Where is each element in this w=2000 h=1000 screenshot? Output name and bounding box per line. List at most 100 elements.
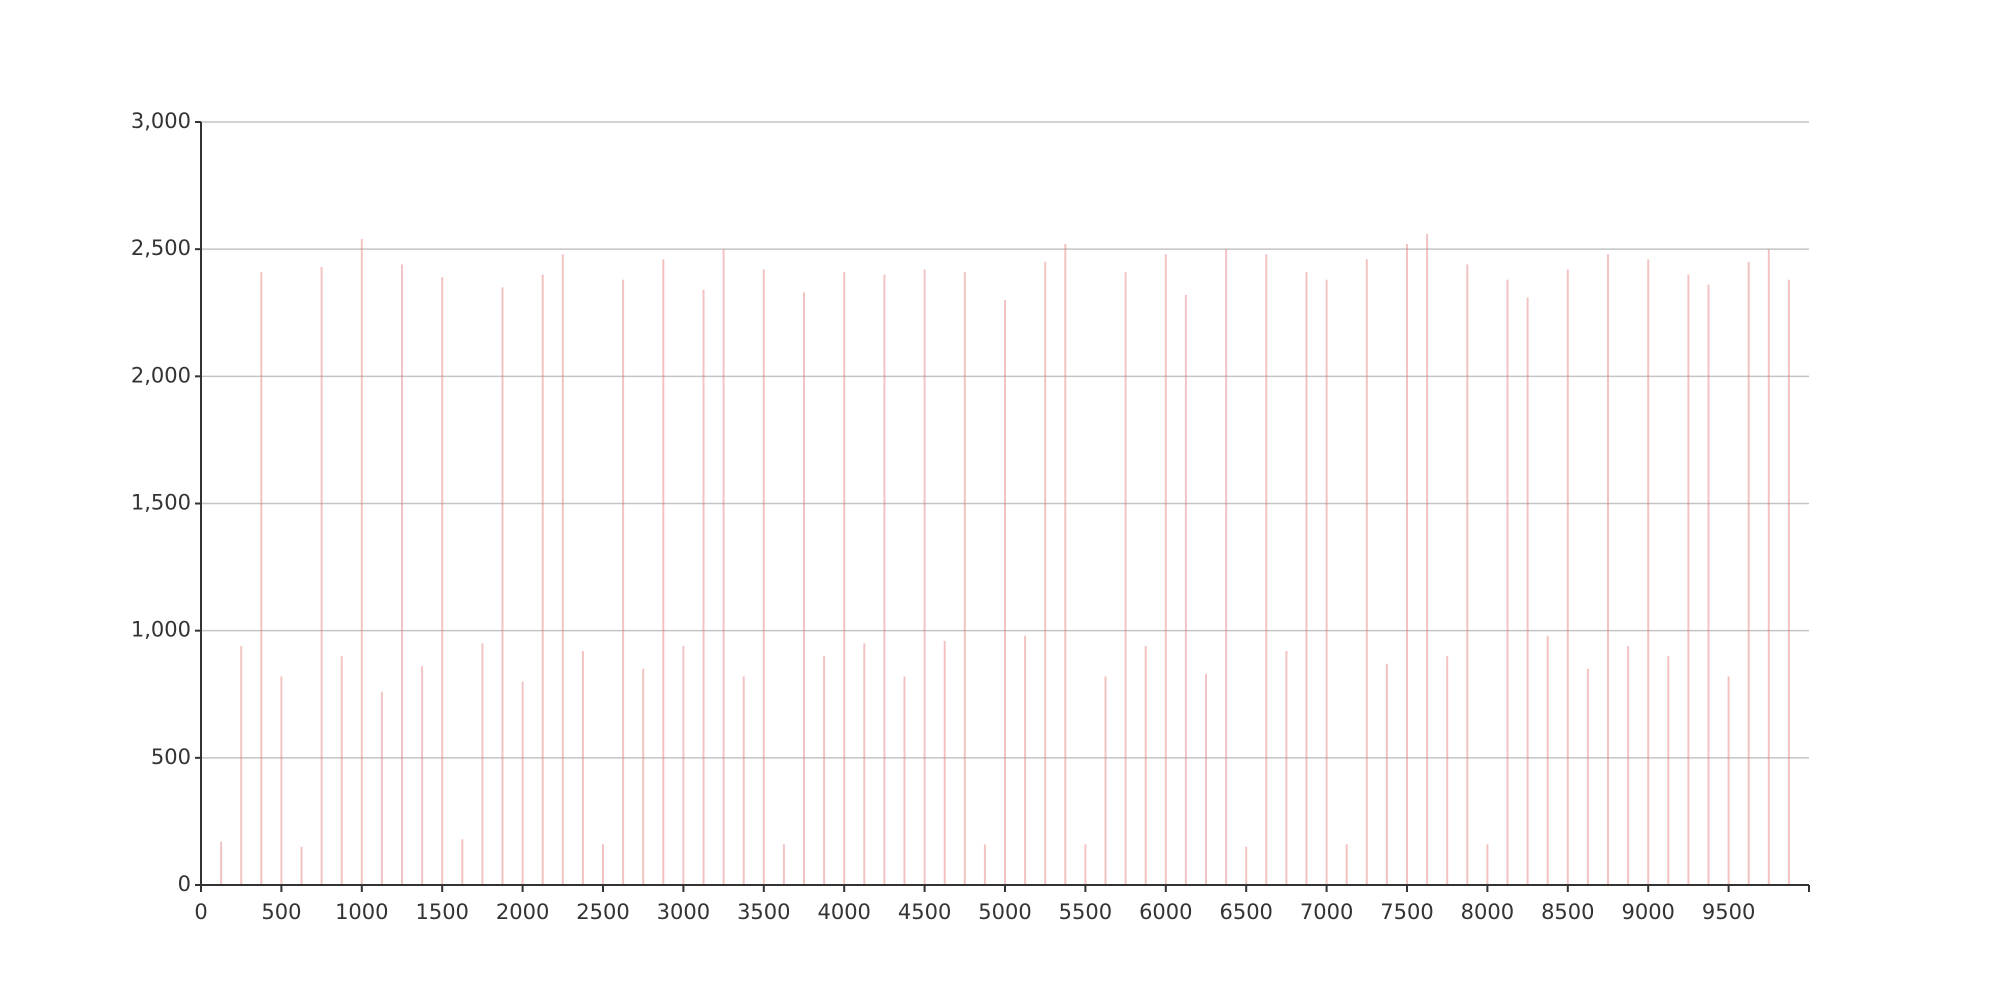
bar	[1607, 254, 1609, 886]
bar	[843, 272, 846, 886]
bar	[280, 676, 283, 885]
x-tick-label: 6500	[1219, 900, 1272, 924]
bar	[662, 259, 665, 886]
bar	[340, 656, 343, 885]
bar	[903, 676, 906, 885]
bar	[441, 277, 444, 886]
x-tick-label: 2000	[496, 900, 549, 924]
bar	[923, 269, 926, 886]
bar	[461, 839, 464, 885]
y-tick-label: 1,500	[131, 491, 191, 515]
x-tick-label: 1000	[335, 900, 388, 924]
x-tick-label: 3500	[737, 900, 790, 924]
bar	[561, 254, 564, 886]
bar	[1787, 279, 1790, 886]
bar	[762, 269, 765, 886]
bar	[1546, 635, 1549, 885]
bar	[1526, 297, 1529, 885]
bar	[1225, 249, 1228, 885]
bar	[421, 666, 424, 885]
bar	[1707, 284, 1710, 886]
bar	[1406, 244, 1408, 885]
bar	[803, 292, 805, 885]
bar	[1667, 656, 1670, 885]
x-tick-label: 8000	[1461, 900, 1514, 924]
bar	[1586, 668, 1589, 885]
bar	[702, 289, 705, 885]
x-tick-label: 9000	[1621, 900, 1674, 924]
x-tick-label: 500	[261, 900, 301, 924]
bar	[1647, 259, 1650, 886]
bar	[1747, 261, 1750, 886]
bar	[220, 841, 223, 885]
bar	[380, 691, 383, 885]
x-tick-label: 7500	[1380, 900, 1433, 924]
bar	[1084, 844, 1087, 885]
bar	[501, 287, 504, 886]
bar	[1426, 233, 1429, 885]
bar	[1064, 244, 1067, 885]
bar	[541, 274, 544, 886]
y-tick-label: 2,500	[131, 236, 191, 260]
bar	[1446, 656, 1449, 885]
bar	[602, 844, 604, 885]
x-tick-label: 9500	[1702, 900, 1755, 924]
x-tick-label: 7000	[1300, 900, 1353, 924]
bar	[1385, 663, 1388, 885]
bar	[1325, 279, 1328, 886]
bar	[943, 640, 946, 885]
bar	[1687, 274, 1690, 886]
x-tick-label: 6000	[1139, 900, 1192, 924]
bar	[1004, 300, 1006, 885]
x-tick-label: 5500	[1059, 900, 1112, 924]
bar	[963, 272, 966, 886]
y-tick-label: 500	[151, 745, 191, 769]
bar	[1506, 279, 1509, 886]
bar	[1767, 249, 1770, 885]
bar	[1205, 673, 1207, 885]
y-tick-label: 2,000	[131, 363, 191, 387]
bar	[300, 846, 303, 885]
bar	[481, 643, 484, 885]
bar	[1104, 676, 1107, 885]
x-tick-label: 3000	[657, 900, 710, 924]
bar	[581, 651, 584, 885]
bar	[1245, 846, 1248, 885]
y-tick-label: 3,000	[131, 109, 191, 133]
bar	[1365, 259, 1368, 886]
x-tick-label: 5000	[978, 900, 1031, 924]
bar	[360, 238, 363, 885]
bar	[1044, 261, 1047, 886]
bar	[260, 272, 263, 886]
x-tick-label: 4500	[898, 900, 951, 924]
y-tick-label: 0	[178, 872, 191, 896]
bar	[1124, 272, 1127, 886]
bar	[1466, 264, 1469, 886]
x-tick-label: 1500	[415, 900, 468, 924]
bar	[1486, 844, 1489, 885]
bar	[742, 676, 745, 885]
bar	[1144, 645, 1147, 885]
bar	[1285, 651, 1288, 885]
bar	[782, 844, 785, 885]
x-tick-label: 4000	[817, 900, 870, 924]
bar	[1727, 676, 1730, 885]
bar	[1345, 844, 1348, 885]
bar	[1184, 294, 1187, 885]
bar	[863, 643, 866, 885]
x-tick-label: 0	[194, 900, 207, 924]
bar	[883, 274, 886, 886]
bar	[521, 681, 524, 885]
bar	[823, 656, 826, 885]
bar	[401, 264, 403, 886]
bar	[642, 668, 645, 885]
bar	[1627, 645, 1630, 885]
x-tick-label: 2500	[576, 900, 629, 924]
bar	[1265, 254, 1268, 886]
bar	[722, 249, 725, 885]
bar	[622, 279, 625, 886]
bar	[240, 645, 243, 885]
bar	[983, 844, 986, 885]
bar	[1024, 635, 1027, 885]
